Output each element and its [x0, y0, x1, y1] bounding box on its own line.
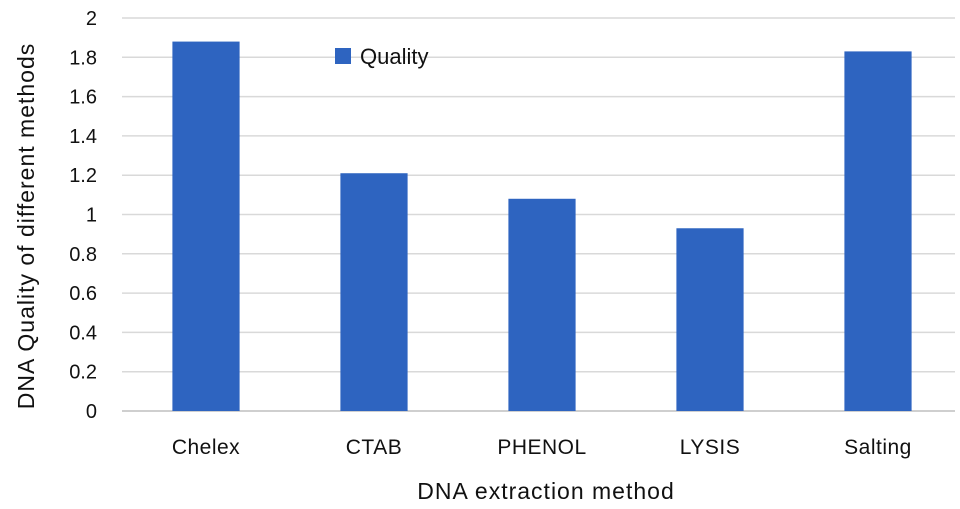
x-tick-label: Chelex — [172, 436, 240, 459]
bar-salting — [844, 51, 912, 411]
legend-label: Quality — [360, 44, 428, 69]
x-tick-label: CTAB — [346, 436, 402, 459]
x-tick-label: LYSIS — [680, 436, 740, 459]
y-tick-label: 0 — [86, 401, 97, 423]
bar-chelex — [172, 41, 240, 411]
bars — [172, 41, 912, 411]
x-tick-label: PHENOL — [497, 436, 586, 459]
legend: Quality — [335, 44, 428, 69]
y-tick-label: 0.4 — [69, 322, 97, 344]
x-axis-ticks: Chelex CTAB PHENOL LYSIS Salting — [172, 436, 912, 459]
y-tick-label: 0.2 — [69, 362, 97, 384]
bar-ctab — [340, 173, 408, 411]
y-tick-label: 0.8 — [69, 244, 97, 266]
y-tick-label: 1.4 — [69, 126, 97, 148]
x-tick-label: Salting — [844, 436, 912, 459]
y-axis-title: DNA Quality of different methods — [13, 43, 39, 410]
y-tick-label: 1.8 — [69, 47, 97, 69]
y-tick-label: 2 — [86, 8, 97, 30]
bar-phenol — [508, 198, 576, 411]
y-axis-ticks: 0 0.2 0.4 0.6 0.8 1 1.2 1.4 1.6 1.8 2 — [69, 8, 97, 423]
y-tick-label: 0.6 — [69, 283, 97, 305]
x-axis-title: DNA extraction method — [417, 478, 675, 504]
y-tick-label: 1.6 — [69, 87, 97, 109]
legend-swatch — [335, 48, 351, 64]
y-tick-label: 1 — [86, 205, 97, 227]
bar-lysis — [676, 228, 744, 411]
y-tick-label: 1.2 — [69, 165, 97, 187]
